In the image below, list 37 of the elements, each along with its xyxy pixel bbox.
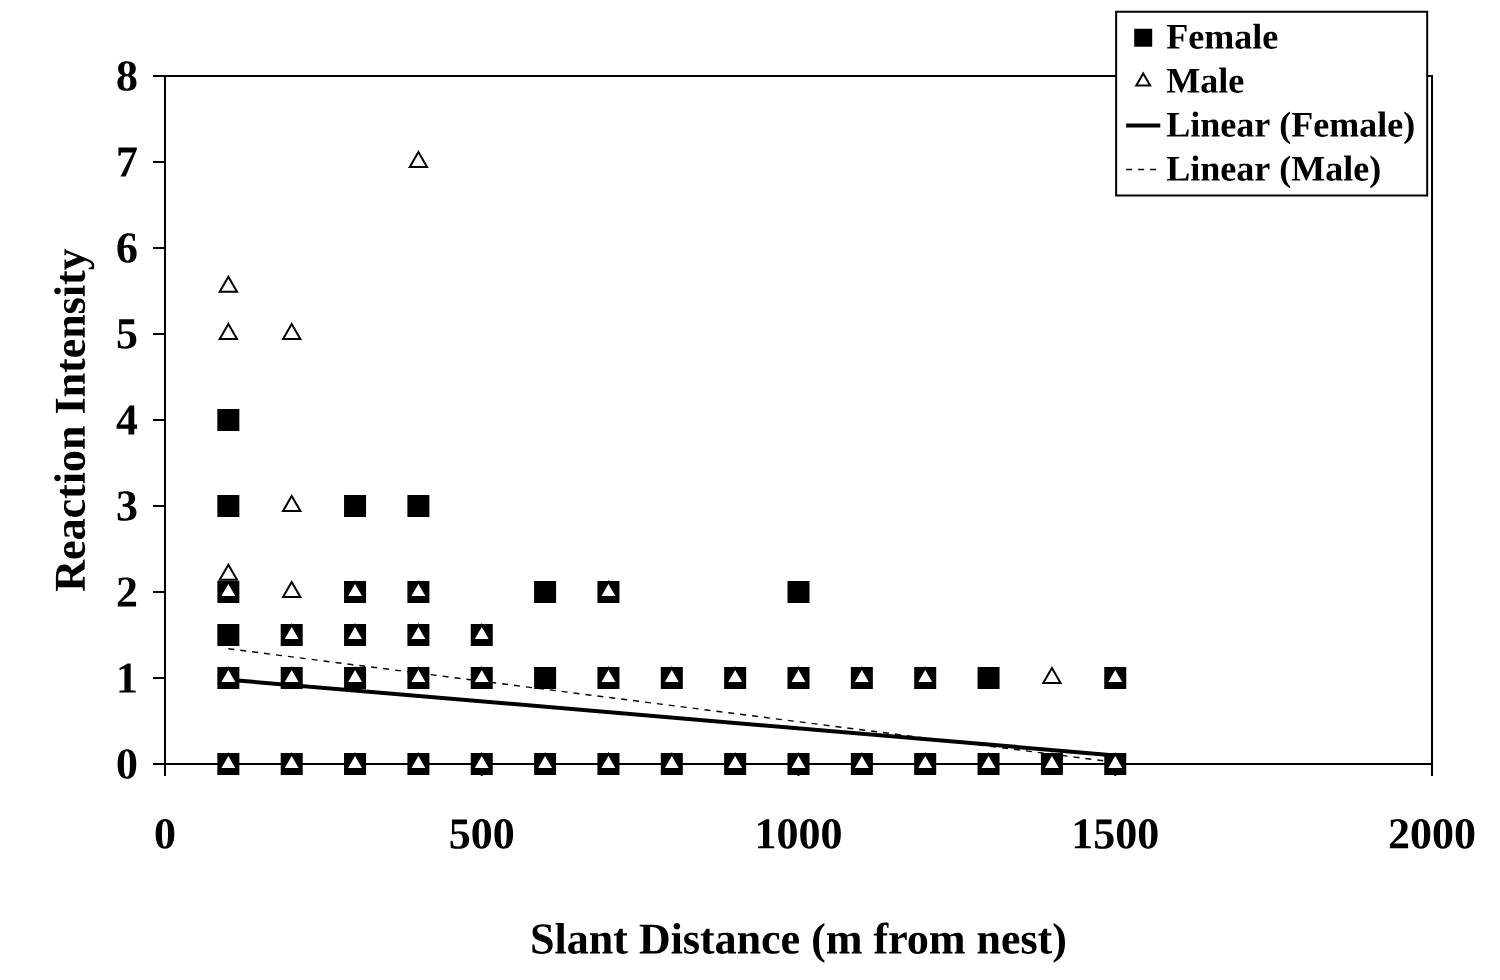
point [218, 323, 239, 340]
y-tick-label: 2 [117, 577, 137, 607]
y-tick-label: 1 [119, 663, 136, 693]
point [598, 580, 619, 598]
legend-label: Linear (Male) [1166, 155, 1380, 189]
point [218, 563, 239, 581]
x-tick-label: 2000 [1389, 819, 1475, 849]
x-tick-label: 500 [450, 819, 514, 849]
y-tick-label: 0 [117, 749, 137, 779]
x-tick-label: 1500 [1074, 819, 1158, 849]
legend-label: Male [1166, 67, 1244, 93]
point [217, 494, 240, 517]
point [407, 494, 430, 517]
point [218, 275, 239, 293]
y-tick-label: 5 [117, 319, 137, 349]
legend-label: Female [1166, 23, 1278, 49]
point [217, 623, 240, 646]
x-tick-label: 0 [155, 819, 175, 849]
point [408, 580, 429, 598]
y-tick-label: 3 [117, 491, 137, 521]
point [408, 623, 429, 641]
point [408, 151, 429, 168]
y-tick-label: 7 [118, 147, 137, 177]
legend-label: Linear (Female) [1166, 111, 1414, 145]
y-tick-label: 6 [117, 233, 137, 263]
point [787, 580, 810, 603]
point [218, 580, 239, 598]
point [217, 408, 240, 431]
point [534, 666, 557, 689]
y-tick-label: 8 [117, 61, 137, 91]
x-tick-label: 1000 [758, 819, 841, 849]
point [977, 666, 1000, 689]
x-axis-title: Slant Distance (m from nest) [532, 922, 1065, 963]
y-axis-title: Reaction Intensity [54, 248, 95, 591]
point [344, 494, 367, 517]
y-tick-label: 4 [116, 405, 138, 435]
point [534, 580, 557, 603]
